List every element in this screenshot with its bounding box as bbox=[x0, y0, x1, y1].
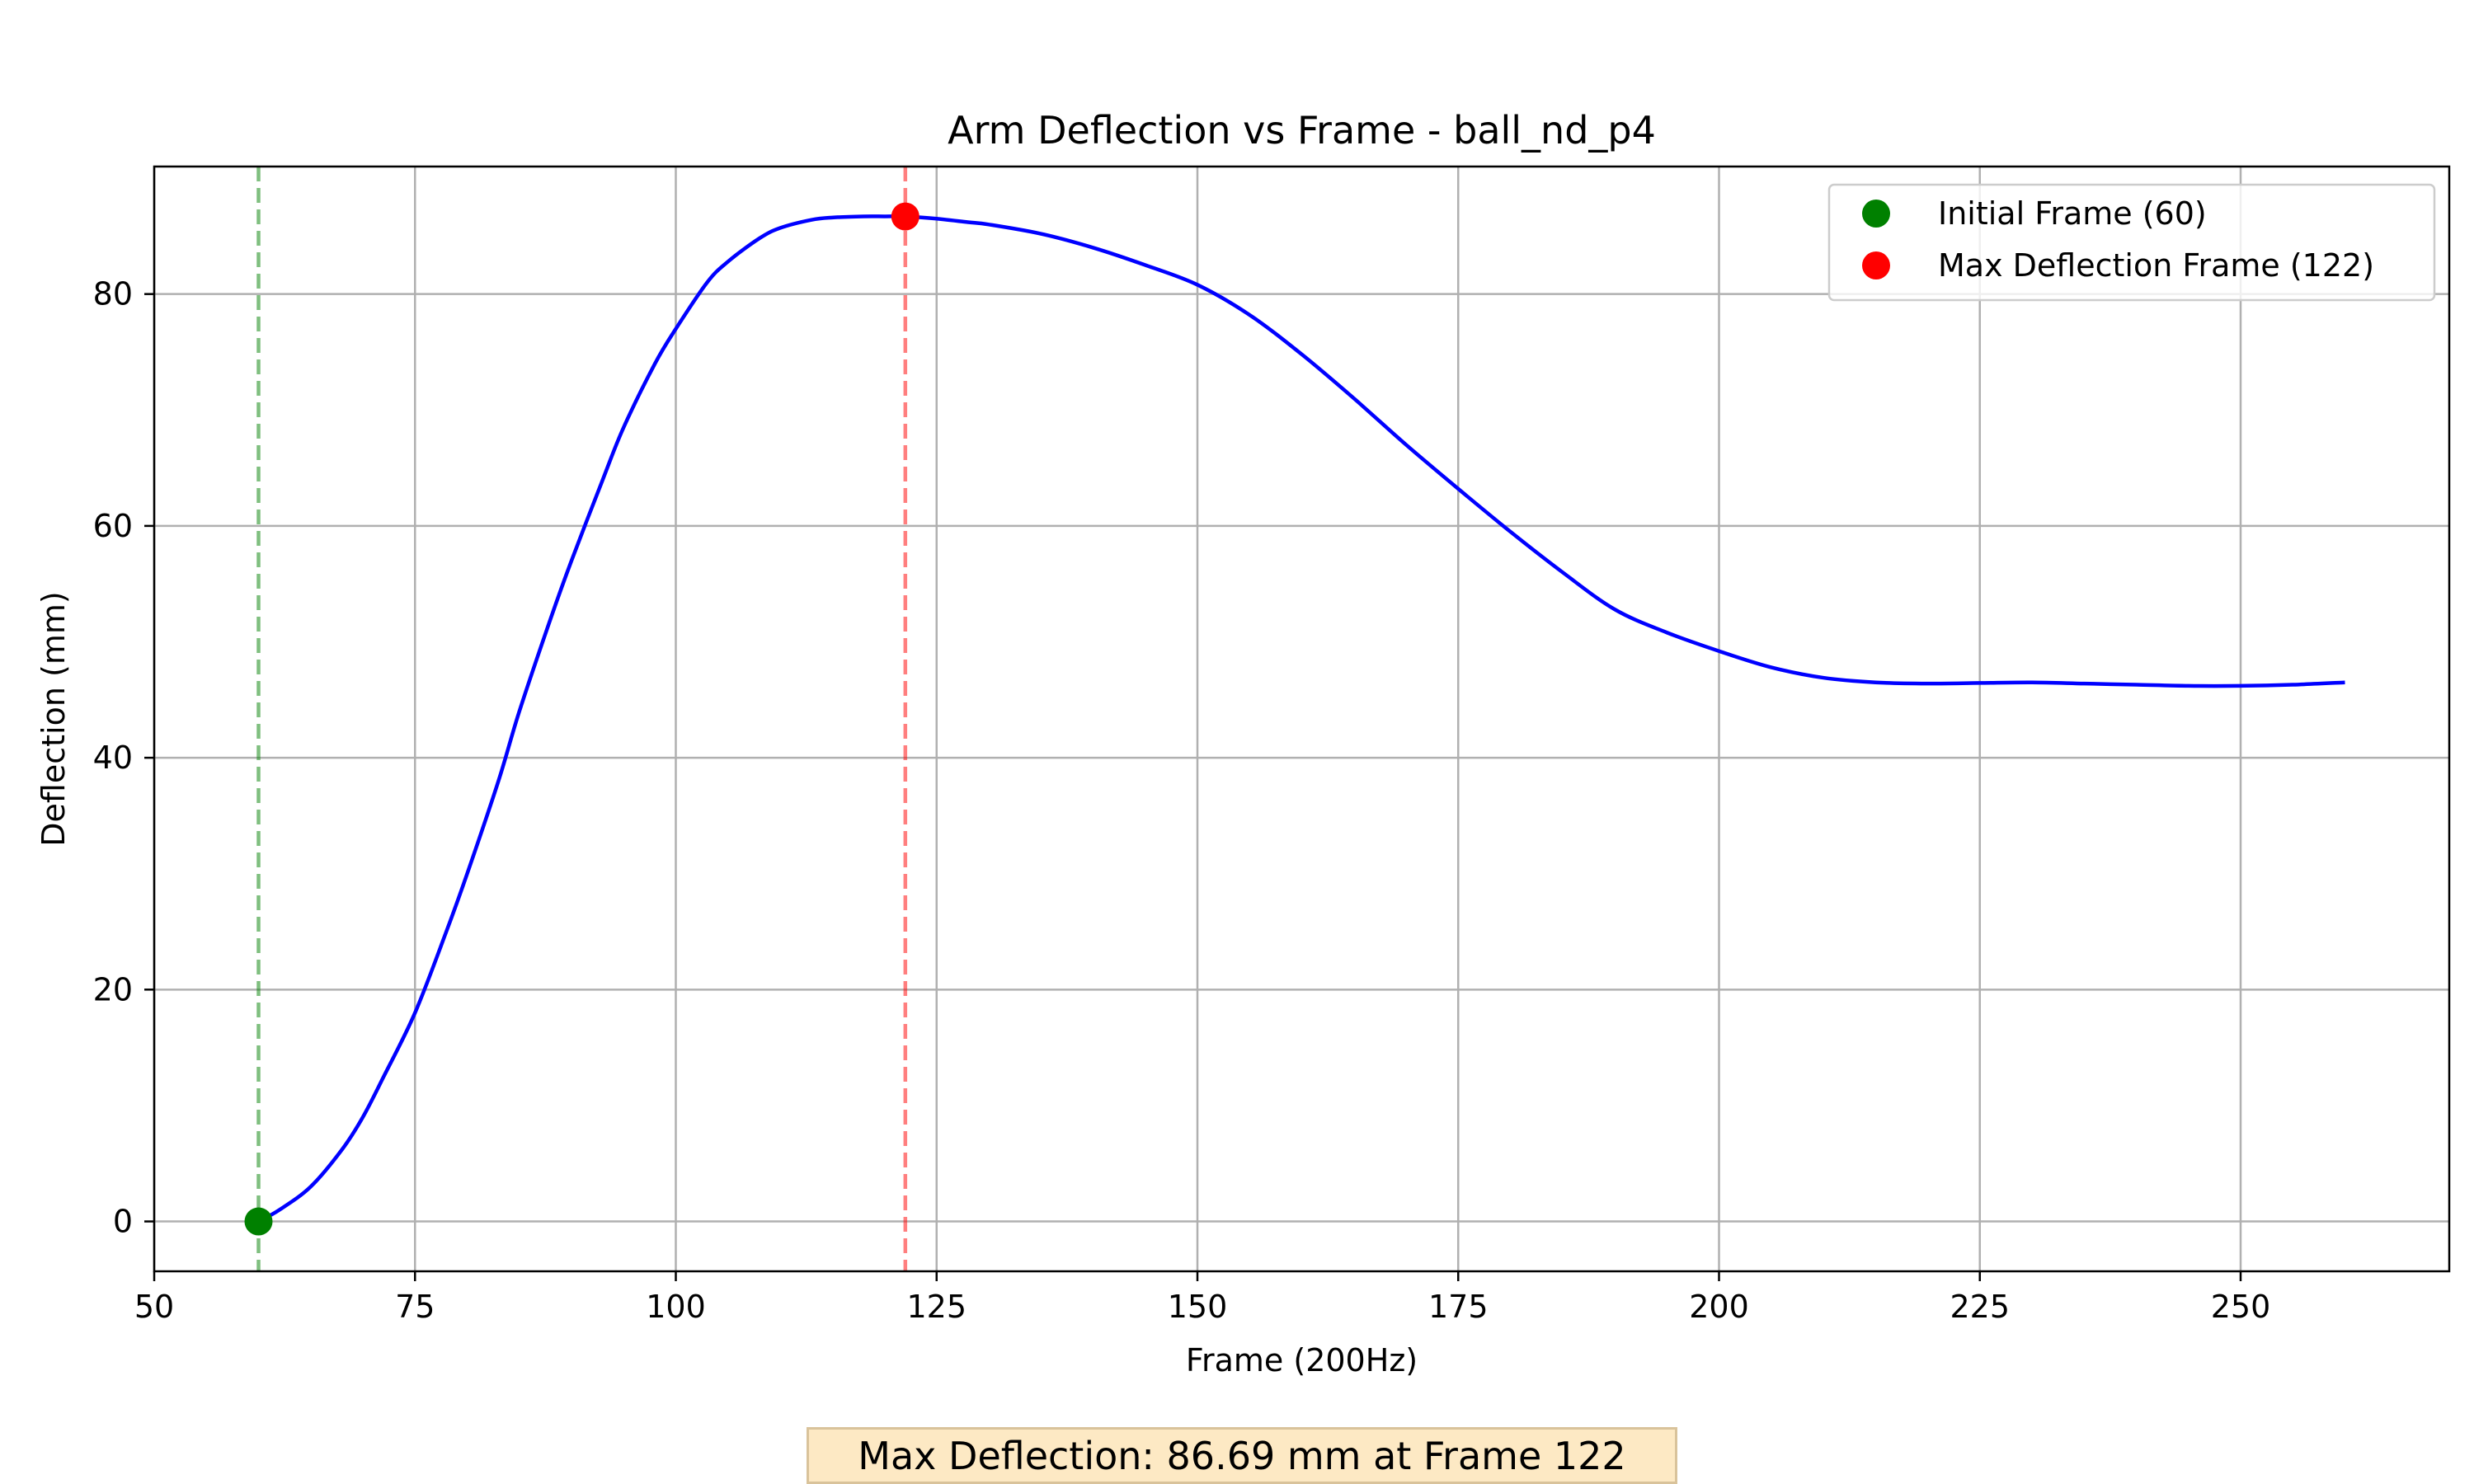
legend: Initial Frame (60) Max Deflection Frame (… bbox=[1827, 183, 2436, 302]
plot-frame bbox=[153, 165, 2451, 1273]
legend-label: Max Deflection Frame (122) bbox=[1938, 247, 2374, 284]
chart-title: Arm Deflection vs Frame - ball_nd_p4 bbox=[948, 108, 1656, 153]
markers bbox=[244, 202, 920, 1236]
y-tick-label: 40 bbox=[93, 740, 133, 776]
series bbox=[257, 214, 2345, 1223]
y-tick-label: 20 bbox=[93, 971, 133, 1007]
ticks: 50 75 100 125 150 175 200 225 250 0 20 40 60 80 bbox=[93, 276, 2271, 1325]
x-tick-label: 175 bbox=[1428, 1289, 1489, 1325]
reference-lines bbox=[256, 167, 908, 1271]
x-tick-label: 100 bbox=[646, 1289, 706, 1325]
legend-items: Initial Frame (60) Max Deflection Frame (… bbox=[1862, 195, 2374, 284]
deflection-line bbox=[257, 214, 2345, 1223]
marker-point bbox=[891, 202, 920, 231]
grid bbox=[153, 167, 2449, 1271]
legend-label: Initial Frame (60) bbox=[1938, 195, 2207, 232]
x-tick-label: 75 bbox=[395, 1289, 435, 1325]
x-tick-label: 225 bbox=[1950, 1289, 2010, 1325]
legend-marker bbox=[1862, 200, 1890, 228]
y-tick-label: 0 bbox=[113, 1204, 133, 1240]
y-tick-label: 60 bbox=[93, 508, 133, 544]
x-tick-label: 125 bbox=[906, 1289, 967, 1325]
x-tick-label: 50 bbox=[134, 1289, 174, 1325]
x-tick-label: 250 bbox=[2211, 1289, 2271, 1325]
x-tick-label: 200 bbox=[1689, 1289, 1749, 1325]
x-axis-label: Frame (200Hz) bbox=[1186, 1342, 1418, 1378]
legend-box bbox=[1827, 183, 2436, 302]
y-tick-label: 80 bbox=[93, 276, 133, 312]
y-axis-label: Deflection (mm) bbox=[35, 591, 72, 846]
legend-marker bbox=[1862, 251, 1890, 279]
x-tick-label: 150 bbox=[1168, 1289, 1228, 1325]
marker-point bbox=[244, 1207, 273, 1236]
max-deflection-annotation: Max Deflection: 86.69 mm at Frame 122 bbox=[807, 1427, 1677, 1484]
